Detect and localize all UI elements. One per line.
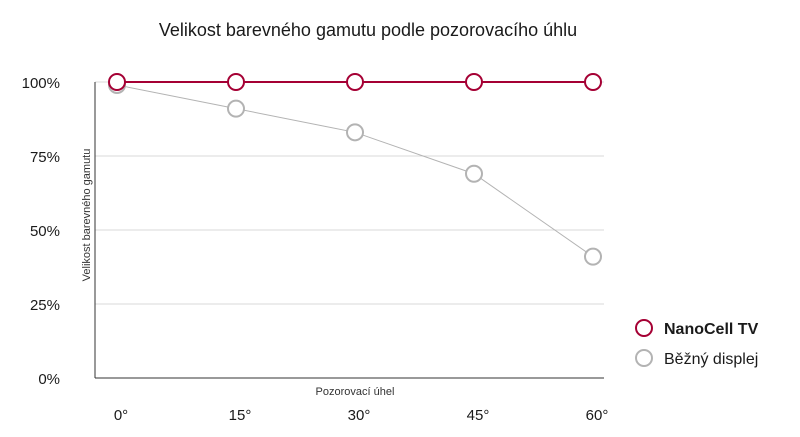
chart-title: Velikost barevného gamutu podle pozorova… xyxy=(159,20,577,40)
legend-marker-b-n-displej xyxy=(635,349,653,367)
x-tick-label: 15° xyxy=(229,407,252,424)
x-tick-label: 30° xyxy=(348,407,371,424)
data-point-b-n-displej xyxy=(227,99,245,118)
data-point-b-n-displej xyxy=(346,123,364,142)
y-tick-labels: 0% 25% 50% 75% 100% xyxy=(22,75,60,388)
legend-label-b-n-displej: Běžný displej xyxy=(664,351,758,368)
data-point-b-n-displej xyxy=(584,247,602,266)
x-axis-label: Pozorovací úhel xyxy=(316,386,395,398)
series-line-b-n-displej xyxy=(116,84,594,258)
y-tick-label: 50% xyxy=(30,223,60,240)
data-point-nanocell-tv xyxy=(108,73,126,91)
legend-label-nanocell-tv: NanoCell TV xyxy=(664,321,759,338)
data-point-b-n-displej xyxy=(465,164,483,183)
y-axis-label: Velikost barevného gamutu xyxy=(81,149,93,282)
y-tick-label: 75% xyxy=(30,149,60,166)
data-point-nanocell-tv xyxy=(346,73,364,91)
x-tick-label: 0° xyxy=(114,407,128,424)
data-point-nanocell-tv xyxy=(465,73,483,91)
x-tick-label: 60° xyxy=(586,407,609,424)
x-tick-labels: 0° 15° 30° 45° 60° xyxy=(114,407,609,424)
gridlines xyxy=(95,81,604,305)
x-tick-label: 45° xyxy=(467,407,490,424)
y-tick-label: 25% xyxy=(30,297,60,314)
y-tick-label: 0% xyxy=(38,371,60,388)
legend: NanoCell TV Běžný displej xyxy=(635,319,759,368)
legend-marker-nanocell-tv xyxy=(635,319,653,337)
data-point-nanocell-tv xyxy=(584,73,602,91)
y-tick-label: 100% xyxy=(22,75,60,92)
series-group xyxy=(108,73,602,266)
data-point-nanocell-tv xyxy=(227,73,245,91)
